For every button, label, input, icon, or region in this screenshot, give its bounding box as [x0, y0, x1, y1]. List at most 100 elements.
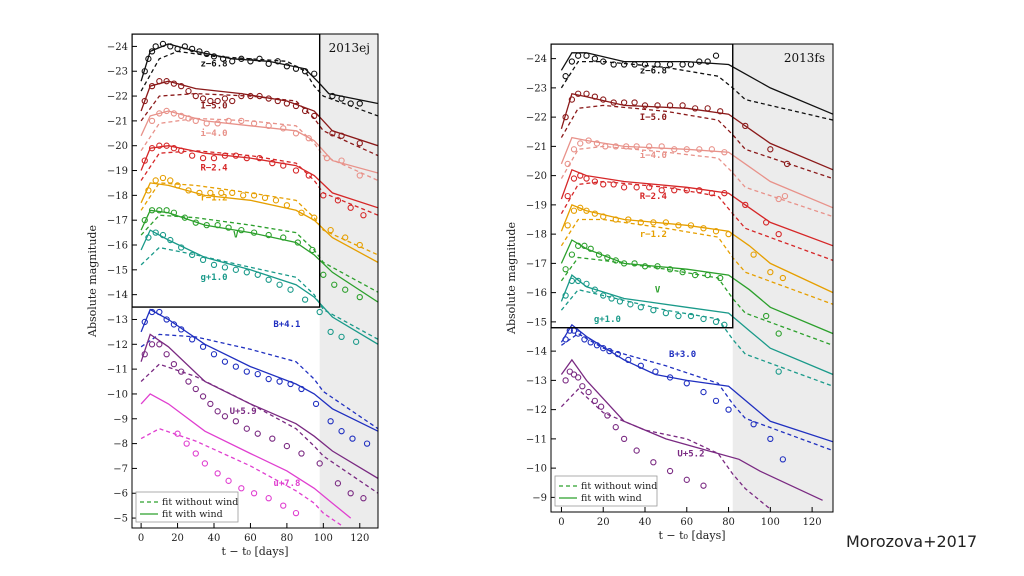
series-z-6-8-point — [338, 95, 345, 102]
y-tick-label: −19 — [526, 200, 547, 211]
series-g-1-0-point — [637, 304, 644, 311]
series-r-1-2-point — [272, 197, 280, 204]
series-v-point — [170, 209, 178, 216]
series-v-point — [192, 219, 199, 226]
series-i-4-0-point — [696, 146, 703, 153]
series-i-5-0-point — [591, 93, 599, 100]
series-i-4-0-point — [671, 146, 678, 153]
series-z-6-8-point — [159, 40, 167, 48]
series-i-4-0-point — [564, 160, 571, 168]
y-tick-label: −18 — [107, 191, 128, 202]
series-i-5-0-point — [568, 96, 576, 103]
y-tick-label: −15 — [107, 265, 128, 276]
series-i-5-0-point — [666, 102, 674, 109]
y-tick-label: −13 — [107, 315, 128, 326]
series-i-5-0-point — [620, 99, 628, 106]
legend-solid-label: fit with wind — [162, 509, 223, 520]
series-u-5-9-point — [269, 435, 276, 442]
series-g-1-0-point — [352, 338, 360, 345]
series-z-6-8-point — [583, 52, 590, 59]
y-tick-label: −15 — [526, 317, 547, 328]
y-tick-label: −12 — [526, 405, 547, 416]
x-axis-label: t − t₀ [days] — [222, 545, 289, 558]
series-r-2-4-point — [256, 154, 263, 162]
y-tick-label: −9 — [113, 414, 128, 425]
series-z-6-8-point — [292, 65, 300, 72]
series-z-6-8-point — [283, 63, 291, 70]
series-b-4-1-point — [298, 385, 305, 393]
series-i-4-0-point — [323, 154, 331, 162]
series-b-4-1-point — [254, 370, 261, 378]
series-v-point — [595, 251, 603, 258]
series-r-2-4-point — [305, 172, 312, 179]
series-r-1-2-fit-without-wind — [560, 218, 833, 305]
series-r-2-4-point — [156, 142, 163, 149]
series-u-5-2-point — [604, 412, 611, 419]
series-u-5-2-point — [579, 383, 586, 390]
series-v-point — [704, 271, 711, 279]
series-i-5-0-point — [192, 92, 199, 100]
series-z-6-8-point — [265, 60, 272, 67]
series-u-5-2-point — [591, 397, 599, 404]
series-u-5-2-point — [612, 424, 619, 431]
series-b-4-1-point — [243, 368, 250, 375]
series-b-3-0-point — [625, 356, 632, 364]
series-z-6-8-point — [620, 61, 628, 68]
series-v-point — [141, 217, 148, 224]
series-g-1-0-point — [700, 315, 707, 323]
series-z-6-8-point — [696, 58, 703, 65]
series-i-5-0-label: I−5.0 — [200, 101, 227, 111]
x-tick-label: 80 — [722, 517, 735, 528]
series-r-2-4-point — [591, 178, 599, 185]
series-u-5-2-point — [597, 403, 605, 410]
series-v-point — [562, 266, 569, 273]
series-z-6-8-point — [181, 43, 188, 50]
series-r-1-2-point — [185, 187, 192, 194]
legend-dashed-label: fit without wind — [162, 497, 238, 508]
series-g-1-0-point — [338, 333, 345, 341]
series-i-5-0-point — [156, 78, 163, 85]
series-i-4-0-point — [356, 172, 363, 179]
series-b-3-0-point — [666, 374, 674, 381]
series-i-4-0-point — [338, 157, 345, 164]
series-i-5-0-fit-with-wind — [560, 92, 833, 171]
series-u-5-2-fit-without-wind — [560, 388, 771, 510]
series-i-4-0-point — [781, 192, 789, 200]
series-u-7-8-fit-with-wind — [140, 393, 352, 519]
series-b-3-0-point — [767, 435, 774, 443]
series-i-5-0-point — [329, 130, 336, 137]
series-g-1-0-point — [675, 312, 682, 320]
y-tick-label: −23 — [107, 67, 128, 78]
series-b-4-1-point — [188, 336, 196, 343]
chart-title: 2013fs — [784, 51, 825, 65]
series-z-6-8-fit-without-wind — [140, 50, 378, 117]
series-i-5-0-point — [562, 113, 569, 121]
series-v-point — [612, 257, 619, 264]
series-i-4-0-point — [225, 117, 232, 125]
y-tick-label: −20 — [526, 171, 547, 182]
series-v-point — [225, 224, 232, 231]
series-r-2-4-point — [148, 145, 156, 152]
series-r-1-2-point — [700, 225, 707, 232]
plateau-box — [132, 34, 321, 308]
series-i-4-0-point — [585, 137, 592, 144]
shaded-region — [732, 44, 833, 512]
series-b-3-0-point — [652, 368, 659, 375]
plot-layer: z−6.8 I−5.0 i−4.0 R−2.4 r−1.2 Vg+1.0 B+4.1 U+5.… — [132, 34, 378, 527]
series-r-1-2-fit-with-wind — [140, 182, 378, 263]
series-g-1-0-point — [712, 318, 720, 326]
series-r-1-2-fit-without-wind — [140, 182, 378, 256]
series-b-4-1-point — [363, 440, 371, 447]
series-g-1-0-fit-without-wind — [140, 246, 378, 340]
series-i-4-0-label: i−4.0 — [200, 128, 227, 139]
series-v-point — [654, 263, 661, 270]
x-tick-label: 120 — [350, 533, 369, 544]
series-b-3-0-point — [562, 336, 569, 343]
series-u-7-8-point — [250, 490, 258, 497]
legend-box — [135, 491, 239, 523]
y-tick-label: −11 — [526, 434, 547, 445]
series-r-2-4-point — [178, 147, 185, 154]
y-tick-label: −24 — [526, 54, 547, 65]
series-g-1-0-label: g+1.0 — [200, 273, 227, 283]
x-tick-label: 0 — [138, 533, 144, 544]
